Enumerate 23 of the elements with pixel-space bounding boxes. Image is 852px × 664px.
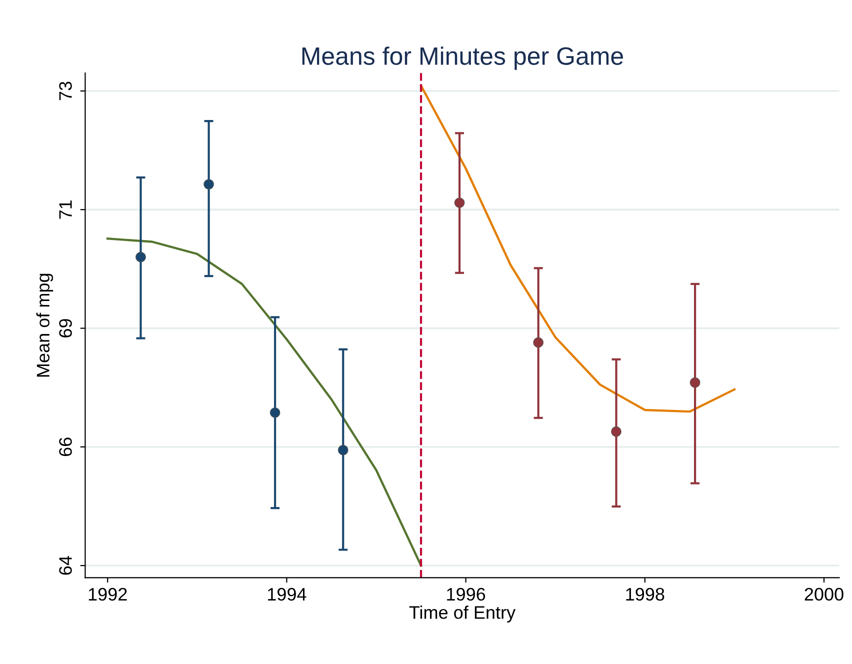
point — [611, 426, 622, 437]
chart-title: Means for Minutes per Game — [302, 46, 623, 70]
x-tick-label: 1998 — [626, 588, 664, 601]
point — [533, 337, 544, 348]
y-tick-label: 71 — [59, 200, 72, 219]
point — [454, 198, 465, 208]
point — [338, 444, 348, 456]
line-series — [420, 84, 736, 413]
point — [136, 252, 146, 262]
x-tick-label: 2000 — [804, 588, 844, 601]
x-tick-label: 1996 — [447, 588, 486, 601]
y-axis-title: Mean of mpg — [36, 274, 54, 377]
x-axis-title: Time of Entry — [409, 606, 516, 622]
point — [270, 407, 280, 418]
point — [204, 179, 214, 190]
y-tick-label: 66 — [59, 438, 72, 456]
y-tick-label: 69 — [59, 319, 72, 338]
y-tick-label: 73 — [59, 82, 72, 100]
y-tick-label: 64 — [59, 556, 72, 575]
x-tick-label: 1992 — [88, 588, 127, 601]
point — [690, 377, 700, 388]
line-series — [106, 238, 422, 567]
x-tick-label: 1994 — [268, 588, 306, 601]
